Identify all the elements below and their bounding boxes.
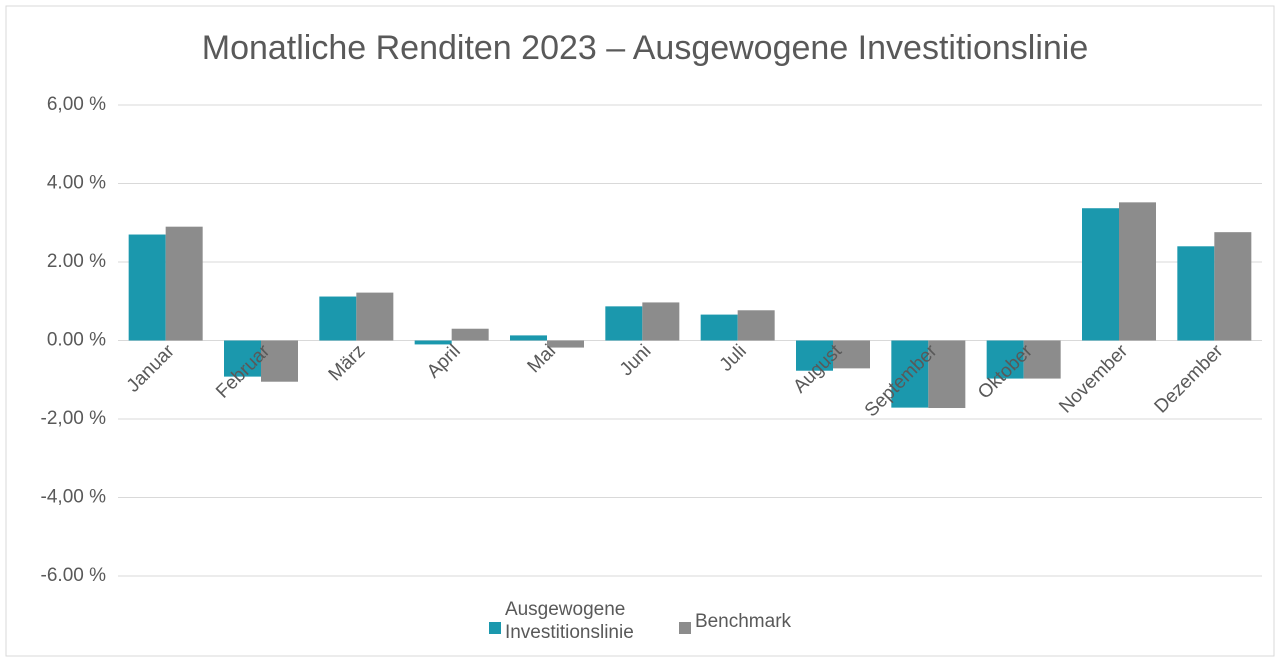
legend: Ausgewogene Investitionslinie Benchmark <box>0 598 1280 644</box>
x-tick-label: Juli <box>716 341 751 376</box>
legend-item: Ausgewogene Investitionslinie <box>488 598 665 644</box>
bar <box>1119 202 1156 341</box>
bar <box>928 340 966 409</box>
y-tick-label: -2,00 % <box>41 408 107 429</box>
bar <box>605 306 643 341</box>
x-tick-label: Januar <box>123 340 179 396</box>
legend-swatch <box>678 622 691 634</box>
bar <box>414 340 452 345</box>
y-tick-label: 2.00 % <box>47 251 106 272</box>
bar <box>510 335 547 341</box>
bar <box>224 340 261 377</box>
bar <box>986 340 1024 379</box>
bar <box>1082 208 1119 341</box>
chart-border <box>5 5 1275 657</box>
y-tick-label: -6.00 % <box>41 565 107 586</box>
x-tick-label: November <box>1055 340 1132 417</box>
y-tick-label: -4,00 % <box>41 487 107 508</box>
bar <box>128 234 166 341</box>
bar <box>737 310 775 341</box>
bar <box>891 340 929 408</box>
bar <box>356 292 394 341</box>
x-tick-label: Dezember <box>1151 340 1228 417</box>
x-tick-label: März <box>325 341 370 386</box>
bar <box>796 340 833 371</box>
x-tick-label: April <box>423 341 465 383</box>
bar <box>319 296 357 341</box>
x-tick-label: Juni <box>616 341 655 380</box>
legend-label: Benchmark <box>694 610 792 632</box>
y-tick-label: 6,00 % <box>47 94 106 115</box>
chart-title: Monatliche Renditen 2023 – Ausgewogene I… <box>202 29 1089 67</box>
bar <box>642 302 680 341</box>
y-tick-label: 0.00 % <box>47 330 106 351</box>
y-tick-label: 4.00 % <box>47 173 106 194</box>
bar <box>1023 340 1061 379</box>
bar <box>451 328 489 341</box>
bar <box>1214 232 1252 341</box>
bar <box>1177 246 1215 341</box>
bar <box>547 340 584 348</box>
bar <box>833 340 870 369</box>
legend-swatch <box>488 622 501 634</box>
legend-item: Benchmark <box>678 598 792 644</box>
legend-label: Ausgewogene Investitionslinie <box>504 599 634 643</box>
bar <box>261 340 298 382</box>
bar <box>165 226 203 341</box>
bar <box>700 314 738 341</box>
